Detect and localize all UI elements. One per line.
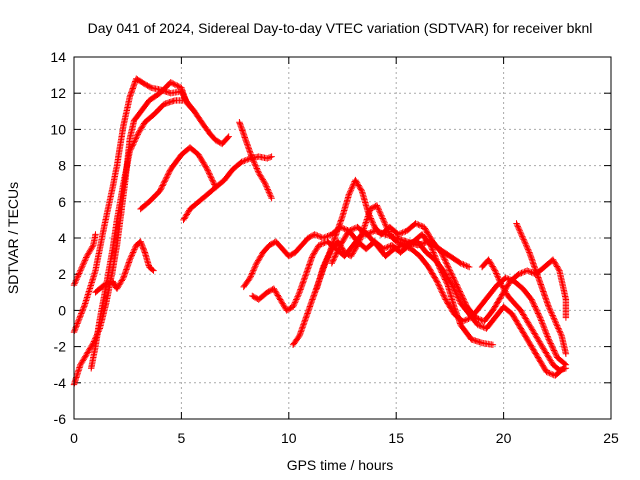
series-markers [137,144,219,213]
series-track-6 [137,144,219,213]
series-markers [236,119,275,202]
series-markers [92,238,157,296]
series-markers [328,227,567,379]
series-track-3 [70,79,189,388]
plot-area [70,75,570,388]
series-markers [478,256,570,374]
series-track-12 [313,176,570,325]
x-axis-label: GPS time / hours [287,457,394,473]
y-tick-label: -2 [54,339,67,355]
series-markers [513,220,570,357]
y-tick-label: -4 [54,375,67,391]
y-tick-label: 6 [58,194,66,210]
series-track-15 [513,220,570,357]
series-markers [88,97,232,372]
y-tick-label: 0 [58,302,66,318]
series-track-13 [328,227,567,379]
x-tick-label: 10 [281,430,297,446]
series-track-7 [180,153,275,224]
series-track-8 [236,119,275,202]
series-markers [70,75,198,336]
x-tick-label: 20 [496,430,512,446]
chart-title: Day 041 of 2024, Sidereal Day-to-day VTE… [88,20,593,36]
series-track-4 [88,97,232,372]
series-track-1 [70,75,198,336]
y-tick-label: 10 [50,121,66,137]
y-tick-label: 12 [50,85,66,101]
plot-frame [73,56,612,420]
axis-ticks: 0 5 10 15 20 25 -6 -4 -2 0 2 4 6 8 10 12 14 [50,49,619,446]
y-tick-label: 14 [50,49,66,65]
x-tick-label: 5 [178,430,186,446]
x-tick-label: 0 [70,430,78,446]
y-tick-label: 2 [58,266,66,282]
series-track-5 [92,238,157,296]
y-tick-label: 8 [58,158,66,174]
x-tick-label: 25 [603,430,619,446]
series-markers [70,79,189,388]
y-axis-label: SDTVAR / TECUs [5,182,21,294]
series-track-14 [478,256,570,374]
series-markers [180,153,275,224]
x-tick-label: 15 [388,430,404,446]
y-tick-label: 4 [58,230,66,246]
series-markers [313,176,570,325]
y-tick-label: -6 [54,411,67,427]
